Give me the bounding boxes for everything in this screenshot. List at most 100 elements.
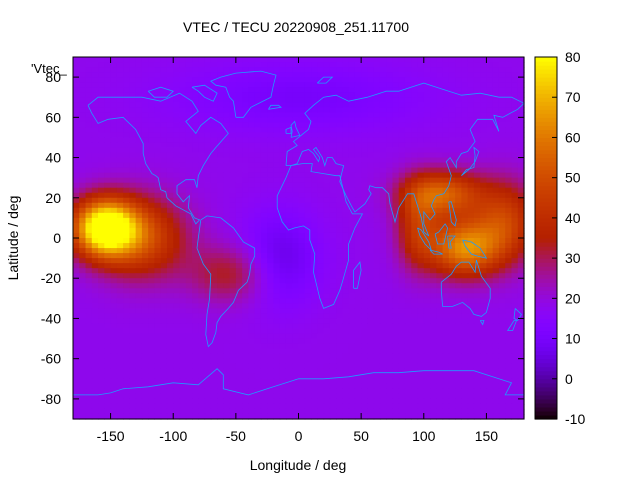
heatmap-cell: [248, 308, 256, 315]
heatmap-cell: [254, 82, 262, 88]
heatmap-cell: [229, 152, 237, 159]
heatmap-cell: [323, 172, 331, 179]
heatmap-cell: [192, 137, 199, 144]
heatmap-cell: [123, 353, 130, 360]
heatmap-cell: [242, 278, 249, 284]
heatmap-cell: [398, 363, 406, 370]
heatmap-cell: [498, 343, 506, 350]
heatmap-cell: [85, 318, 93, 325]
heatmap-cell: [417, 363, 425, 370]
heatmap-cell: [498, 253, 506, 259]
heatmap-cell: [511, 72, 519, 78]
heatmap-cell: [242, 87, 249, 93]
heatmap-cell: [129, 177, 137, 184]
heatmap-cell: [141, 278, 149, 284]
heatmap-cell: [79, 333, 87, 340]
heatmap-cell: [104, 358, 112, 365]
heatmap-cell: [348, 243, 356, 249]
heatmap-cell: [248, 388, 256, 395]
heatmap-cell: [160, 177, 168, 184]
heatmap-cell: [279, 227, 287, 234]
heatmap-cell: [442, 227, 450, 234]
heatmap-cell: [166, 268, 174, 274]
heatmap-cell: [173, 238, 181, 244]
heatmap-cell: [141, 398, 149, 405]
heatmap-cell: [98, 97, 105, 103]
heatmap-cell: [123, 323, 130, 330]
heatmap-cell: [398, 248, 406, 254]
heatmap-cell: [411, 162, 419, 169]
heatmap-cell: [323, 187, 331, 194]
heatmap-cell: [329, 383, 337, 390]
heatmap-cell: [110, 363, 118, 370]
heatmap-cell: [210, 122, 218, 128]
heatmap-cell: [135, 177, 143, 184]
heatmap-cell: [129, 217, 137, 224]
heatmap-cell: [423, 162, 431, 169]
heatmap-cell: [505, 358, 513, 365]
heatmap-cell: [430, 253, 437, 259]
heatmap-cell: [517, 202, 525, 209]
heatmap-cell: [367, 393, 375, 400]
heatmap-cell: [467, 348, 475, 355]
heatmap-cell: [342, 248, 350, 254]
heatmap-cell: [292, 293, 300, 299]
heatmap-cell: [229, 378, 237, 385]
heatmap-cell: [492, 318, 500, 325]
heatmap-cell: [436, 298, 444, 304]
heatmap-cell: [135, 162, 143, 169]
heatmap-cell: [185, 248, 193, 254]
heatmap-cell: [179, 207, 187, 214]
heatmap-cell: [423, 132, 431, 139]
heatmap-cell: [304, 202, 312, 209]
heatmap-cell: [285, 383, 293, 390]
heatmap-cell: [373, 127, 381, 134]
heatmap-cell: [473, 197, 481, 204]
heatmap-cell: [354, 368, 362, 375]
heatmap-cell: [461, 358, 469, 365]
heatmap-cell: [141, 97, 149, 103]
heatmap-cell: [342, 87, 350, 93]
heatmap-cell: [185, 383, 193, 390]
heatmap-cell: [242, 328, 249, 335]
heatmap-cell: [511, 232, 519, 239]
heatmap-cell: [141, 72, 149, 78]
heatmap-cell: [248, 207, 256, 214]
heatmap-cell: [298, 152, 306, 159]
heatmap-cell: [505, 303, 513, 309]
heatmap-cell: [455, 207, 462, 214]
heatmap-cell: [404, 333, 412, 340]
heatmap-cell: [436, 313, 444, 320]
heatmap-cell: [273, 67, 281, 73]
heatmap-cell: [179, 278, 187, 284]
heatmap-cell: [135, 57, 143, 63]
heatmap-cell: [505, 157, 513, 164]
heatmap-cell: [317, 67, 325, 73]
heatmap-cell: [242, 217, 249, 224]
heatmap-cell: [229, 167, 237, 174]
heatmap-cell: [473, 217, 481, 224]
heatmap-cell: [73, 197, 80, 204]
heatmap-cell: [179, 358, 187, 365]
heatmap-cell: [348, 112, 356, 118]
heatmap-cell: [323, 222, 331, 229]
heatmap-cell: [304, 72, 312, 78]
heatmap-cell: [430, 238, 437, 244]
heatmap-cell: [336, 182, 343, 189]
heatmap-cell: [436, 197, 444, 204]
heatmap-cell: [354, 142, 362, 149]
heatmap-cell: [79, 278, 87, 284]
heatmap-cell: [304, 187, 312, 194]
heatmap-cell: [517, 308, 525, 315]
heatmap-cell: [417, 192, 425, 199]
heatmap-cell: [436, 217, 444, 224]
heatmap-cell: [373, 253, 381, 259]
heatmap-cell: [361, 67, 368, 73]
heatmap-cell: [260, 263, 268, 269]
heatmap-cell: [73, 147, 80, 154]
heatmap-cell: [73, 298, 80, 304]
heatmap-cell: [492, 398, 500, 405]
heatmap-cell: [135, 323, 143, 330]
heatmap-cell: [229, 132, 237, 139]
heatmap-cell: [379, 313, 387, 320]
